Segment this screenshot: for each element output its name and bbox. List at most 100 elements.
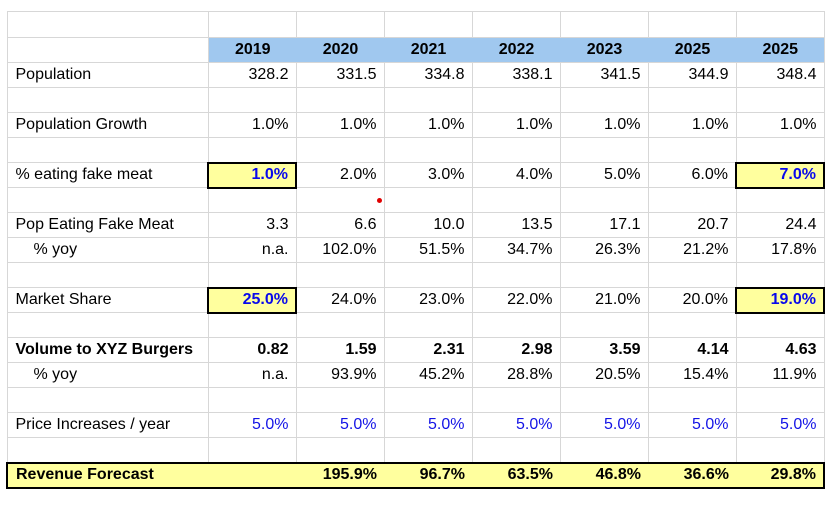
value-cell[interactable]: 6.0% <box>647 162 737 188</box>
value-cell[interactable]: 341.5 <box>559 62 649 88</box>
row-label-cell[interactable]: Pop Eating Fake Meat <box>6 212 209 238</box>
value-cell[interactable]: 20.0% <box>647 287 737 313</box>
value-cell[interactable]: 11.9% <box>735 362 825 388</box>
value-cell[interactable]: 6.6 <box>295 212 385 238</box>
value-cell[interactable]: 15.4% <box>647 362 737 388</box>
empty-cell[interactable] <box>471 312 561 338</box>
value-cell[interactable]: 195.9% <box>296 461 384 489</box>
empty-cell[interactable] <box>735 262 825 288</box>
value-cell[interactable]: 28.8% <box>471 362 561 388</box>
empty-cell[interactable] <box>383 187 473 213</box>
value-cell[interactable]: 5.0% <box>383 412 473 438</box>
value-cell[interactable]: 5.0% <box>559 412 649 438</box>
input-cell[interactable]: 1.0% <box>207 161 297 189</box>
row-label-cell[interactable]: Volume to XYZ Burgers <box>6 337 209 363</box>
value-cell[interactable]: 0.82 <box>207 337 297 363</box>
empty-cell[interactable] <box>6 87 209 113</box>
empty-cell[interactable] <box>647 387 737 413</box>
value-cell[interactable]: 36.6% <box>648 461 736 489</box>
value-cell[interactable]: 1.0% <box>735 112 825 138</box>
year-header-cell[interactable]: 2023 <box>560 37 648 63</box>
value-cell[interactable]: 338.1 <box>471 62 561 88</box>
value-cell[interactable]: 23.0% <box>383 287 473 313</box>
empty-cell[interactable] <box>207 11 297 38</box>
value-cell[interactable]: 1.0% <box>207 112 297 138</box>
empty-cell[interactable] <box>647 11 737 38</box>
value-cell[interactable]: 3.0% <box>383 162 473 188</box>
value-cell[interactable]: 17.8% <box>735 237 825 263</box>
value-cell[interactable]: 5.0% <box>735 412 825 438</box>
empty-cell[interactable] <box>647 312 737 338</box>
empty-cell[interactable] <box>207 312 297 338</box>
value-cell[interactable]: 102.0% <box>295 237 385 263</box>
empty-cell[interactable] <box>559 137 649 163</box>
value-cell[interactable]: 5.0% <box>471 412 561 438</box>
empty-cell[interactable] <box>559 11 649 38</box>
year-header-cell[interactable]: 2020 <box>296 37 384 63</box>
empty-cell[interactable] <box>207 437 297 463</box>
empty-cell[interactable] <box>295 11 385 38</box>
empty-cell[interactable] <box>208 461 296 489</box>
row-label-cell[interactable]: Revenue Forecast <box>6 461 208 489</box>
year-header-cell[interactable]: 2022 <box>472 37 560 63</box>
value-cell[interactable]: 10.0 <box>383 212 473 238</box>
value-cell[interactable]: 1.0% <box>383 112 473 138</box>
empty-cell[interactable] <box>6 437 209 463</box>
value-cell[interactable]: 4.0% <box>471 162 561 188</box>
empty-cell[interactable] <box>6 387 209 413</box>
value-cell[interactable]: 328.2 <box>207 62 297 88</box>
value-cell[interactable]: 1.59 <box>295 337 385 363</box>
empty-cell[interactable] <box>735 312 825 338</box>
value-cell[interactable]: n.a. <box>207 237 297 263</box>
empty-cell[interactable] <box>383 312 473 338</box>
empty-cell[interactable] <box>471 137 561 163</box>
empty-cell[interactable] <box>471 11 561 38</box>
value-cell[interactable]: 26.3% <box>559 237 649 263</box>
year-header-cell[interactable]: 2021 <box>384 37 472 63</box>
empty-cell[interactable] <box>207 87 297 113</box>
empty-cell[interactable] <box>559 87 649 113</box>
value-cell[interactable]: 63.5% <box>472 461 560 489</box>
empty-cell[interactable] <box>559 262 649 288</box>
value-cell[interactable]: 4.63 <box>735 337 825 363</box>
value-cell[interactable]: 3.3 <box>207 212 297 238</box>
empty-cell[interactable] <box>6 37 209 63</box>
empty-cell[interactable] <box>295 387 385 413</box>
empty-cell[interactable] <box>383 87 473 113</box>
empty-cell[interactable] <box>559 387 649 413</box>
input-cell[interactable]: 25.0% <box>207 286 297 314</box>
empty-cell[interactable] <box>735 11 825 38</box>
empty-cell[interactable] <box>647 437 737 463</box>
empty-cell[interactable] <box>207 387 297 413</box>
empty-cell[interactable] <box>295 187 385 213</box>
empty-cell[interactable] <box>735 137 825 163</box>
empty-cell[interactable] <box>471 262 561 288</box>
empty-cell[interactable] <box>295 137 385 163</box>
year-header-cell[interactable]: 2025 <box>648 37 736 63</box>
value-cell[interactable]: 4.14 <box>647 337 737 363</box>
value-cell[interactable]: n.a. <box>207 362 297 388</box>
empty-cell[interactable] <box>647 262 737 288</box>
value-cell[interactable]: 13.5 <box>471 212 561 238</box>
value-cell[interactable]: 344.9 <box>647 62 737 88</box>
value-cell[interactable]: 2.31 <box>383 337 473 363</box>
value-cell[interactable]: 5.0% <box>207 412 297 438</box>
empty-cell[interactable] <box>207 187 297 213</box>
value-cell[interactable]: 24.0% <box>295 287 385 313</box>
value-cell[interactable]: 22.0% <box>471 287 561 313</box>
value-cell[interactable]: 24.4 <box>735 212 825 238</box>
value-cell[interactable]: 1.0% <box>295 112 385 138</box>
value-cell[interactable]: 1.0% <box>647 112 737 138</box>
empty-cell[interactable] <box>559 437 649 463</box>
empty-cell[interactable] <box>6 137 209 163</box>
value-cell[interactable]: 93.9% <box>295 362 385 388</box>
value-cell[interactable]: 5.0% <box>559 162 649 188</box>
empty-cell[interactable] <box>471 387 561 413</box>
empty-cell[interactable] <box>647 137 737 163</box>
value-cell[interactable]: 51.5% <box>383 237 473 263</box>
empty-cell[interactable] <box>6 262 209 288</box>
empty-cell[interactable] <box>559 312 649 338</box>
input-cell[interactable]: 7.0% <box>735 161 825 189</box>
value-cell[interactable]: 96.7% <box>384 461 472 489</box>
value-cell[interactable]: 5.0% <box>647 412 737 438</box>
